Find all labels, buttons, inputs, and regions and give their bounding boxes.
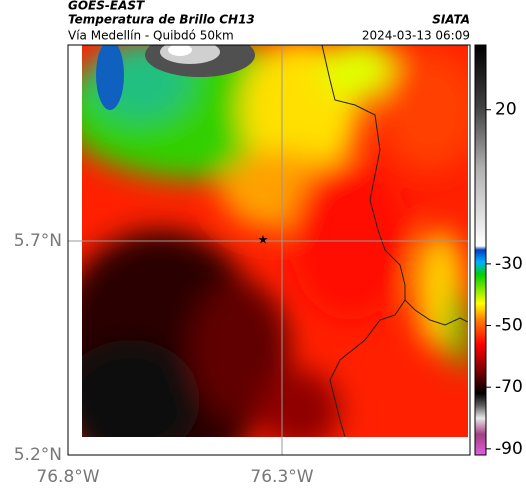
lon-label: 76.3°W [250,467,313,487]
colorbar-tick-label: -70 [495,377,523,397]
colorbar-tick-label: -30 [495,254,523,274]
route: Vía Medellín - Quibdó 50km [68,29,234,43]
map-frame [67,44,471,456]
colorbar-tick-label: 20 [495,100,517,120]
colorbar-tick-label: -50 [495,316,523,336]
lon-label: 76.8°W [36,467,99,487]
lat-label: 5.2°N [14,445,62,465]
location-star: ★ [258,233,269,247]
datetime: 2024-03-13 06:09 [362,29,470,43]
source: GOES-EAST [68,0,145,13]
colorbar [474,44,487,456]
agency: SIATA [432,13,470,27]
lat-label: 5.7°N [14,231,62,251]
product: Temperatura de Brillo CH13 [68,13,255,27]
temperature-field [82,45,468,437]
colorbar-tick-label: -90 [495,439,523,459]
